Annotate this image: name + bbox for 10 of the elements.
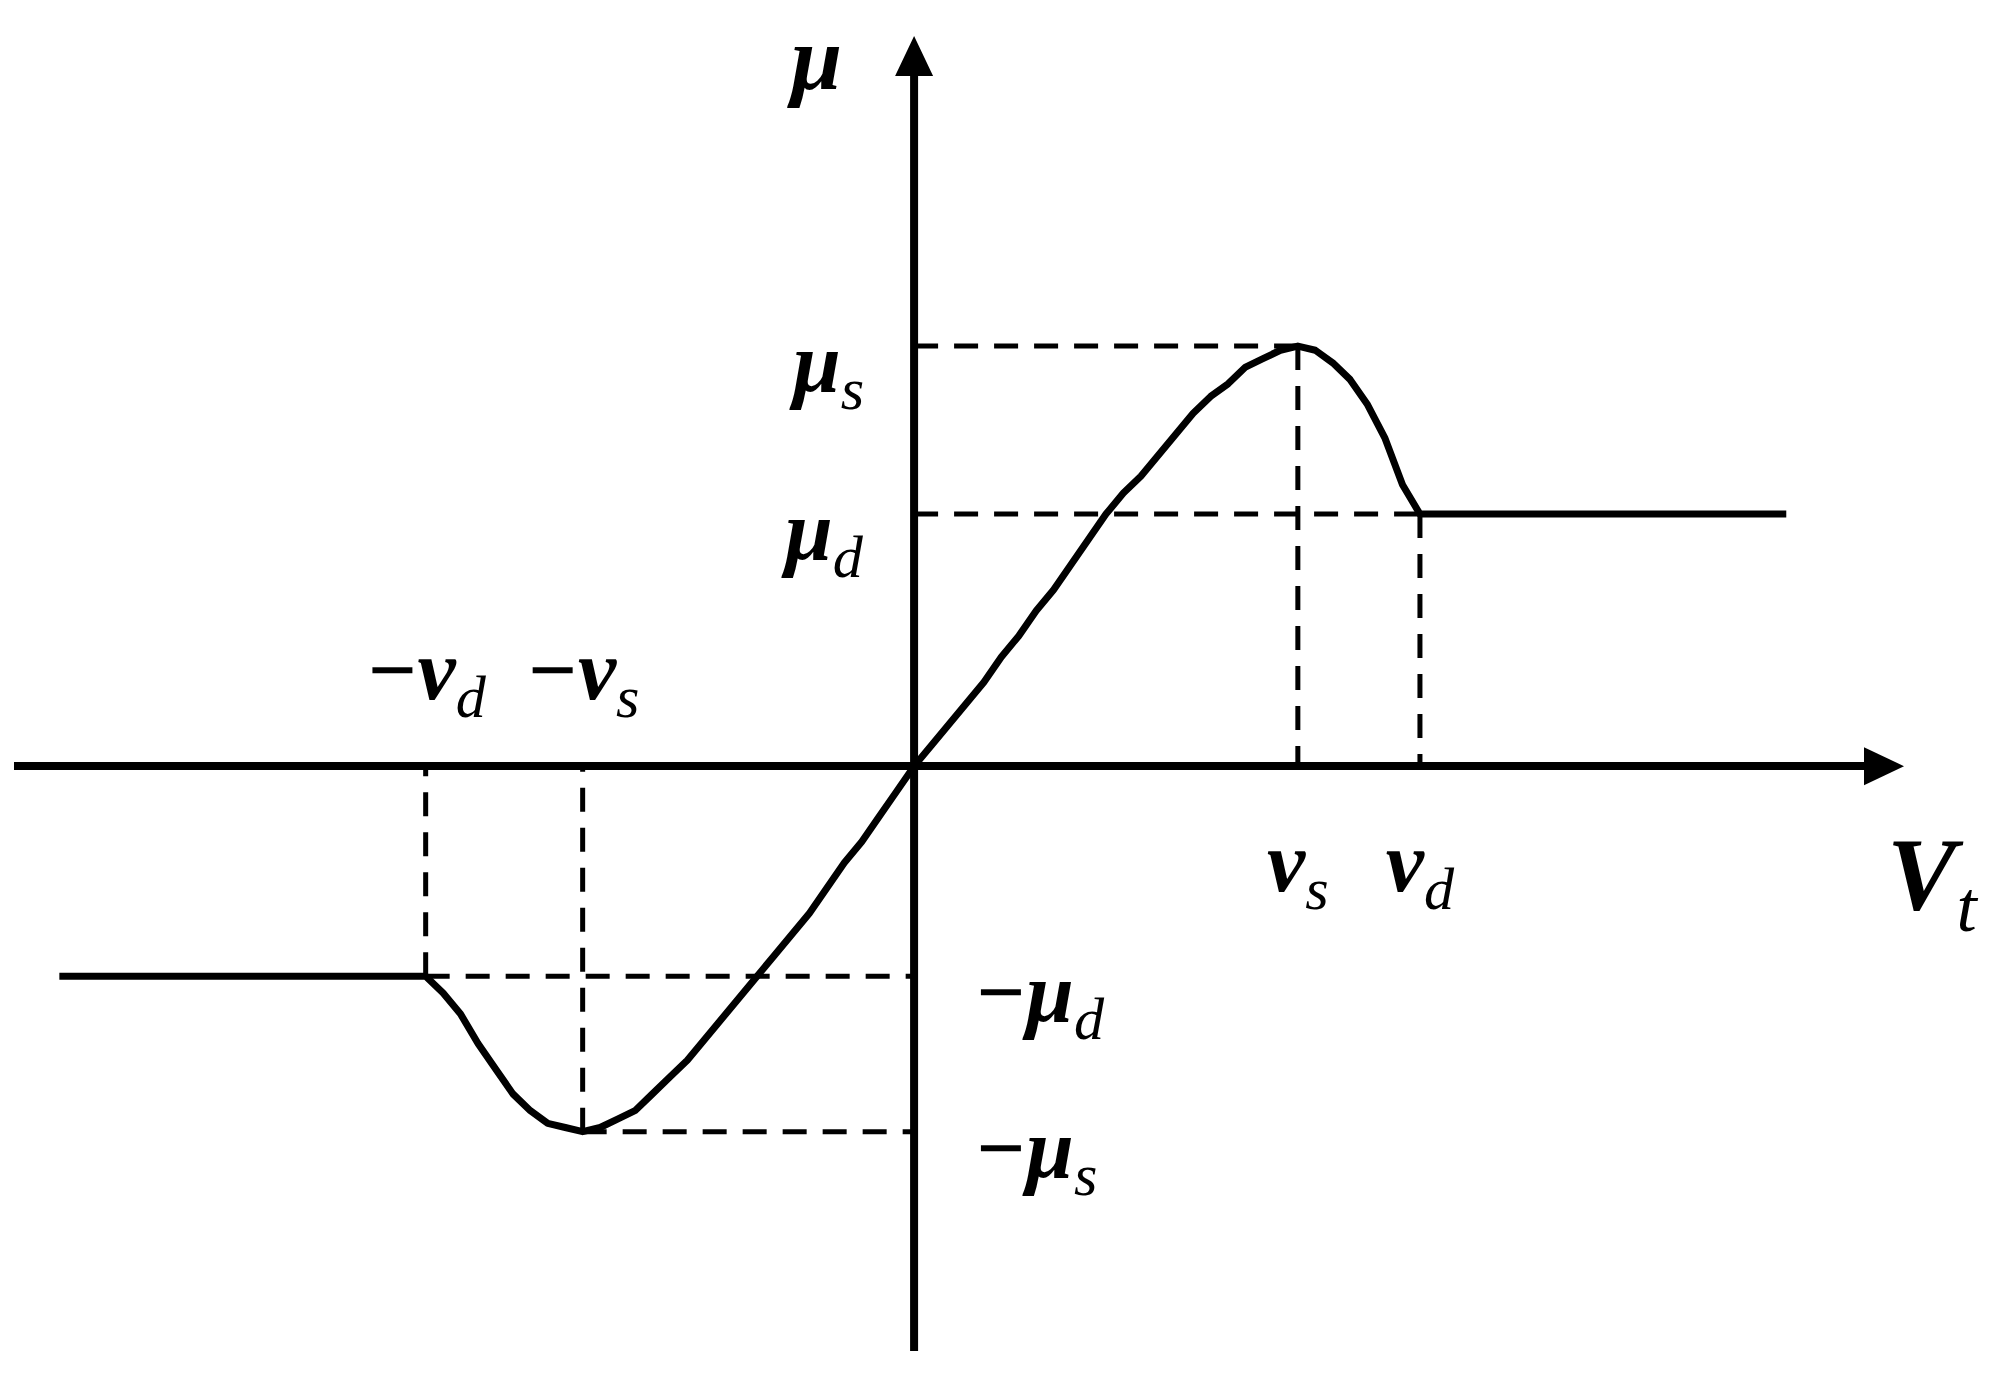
x-tick-label: v$_{s}$ — [1267, 814, 1329, 923]
annotation: −μ$_{d}$ — [974, 944, 1105, 1053]
y-axis-title: μ — [787, 7, 843, 109]
x-tick-label: −v$_{s}$ — [525, 621, 640, 731]
annotation: μ$_{s}$ — [789, 314, 865, 423]
annotation: μ$_{d}$ — [781, 482, 864, 591]
x-axis-title: V$_{t}$ — [1887, 816, 1979, 947]
x-tick-label: −v$_{d}$ — [365, 621, 487, 731]
x-tick-label: v$_{d}$ — [1385, 814, 1455, 923]
annotation: −μ$_{s}$ — [974, 1100, 1098, 1209]
